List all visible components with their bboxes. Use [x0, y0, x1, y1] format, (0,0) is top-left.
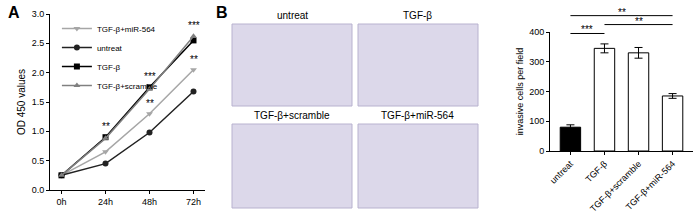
svg-text:TGF-β: TGF-β: [583, 159, 609, 185]
svg-text:**: **: [618, 7, 626, 18]
svg-text:TGF-β+miR-564: TGF-β+miR-564: [381, 110, 454, 121]
svg-text:A: A: [8, 4, 20, 21]
svg-text:300: 300: [529, 57, 544, 67]
svg-text:untreat: untreat: [548, 158, 575, 185]
svg-text:OD 450 values: OD 450 values: [16, 69, 27, 135]
svg-text:TGF-β: TGF-β: [403, 10, 432, 21]
svg-text:***: ***: [581, 24, 593, 35]
svg-text:B: B: [216, 4, 228, 21]
svg-text:invasive cells per field: invasive cells per field: [515, 48, 525, 136]
svg-text:400: 400: [529, 27, 544, 37]
svg-text:**: **: [190, 54, 198, 65]
svg-text:TGF-β+scramble: TGF-β+scramble: [97, 82, 158, 91]
svg-text:TGF-β+miR-564: TGF-β+miR-564: [624, 159, 677, 212]
svg-text:***: ***: [188, 20, 200, 31]
svg-text:0.5: 0.5: [32, 156, 45, 166]
svg-text:0.0: 0.0: [32, 185, 45, 195]
svg-text:100: 100: [529, 116, 544, 126]
svg-text:untreat: untreat: [277, 10, 308, 21]
svg-text:200: 200: [529, 87, 544, 97]
svg-text:TGF-β+scramble: TGF-β+scramble: [254, 110, 330, 121]
svg-text:48h: 48h: [142, 197, 157, 207]
svg-text:**: **: [102, 121, 110, 132]
svg-text:24h: 24h: [98, 197, 113, 207]
svg-text:0h: 0h: [56, 197, 66, 207]
svg-text:TGF-β+miR-564: TGF-β+miR-564: [97, 25, 156, 34]
svg-text:TGF-β+scramble: TGF-β+scramble: [588, 159, 643, 214]
svg-text:2.5: 2.5: [32, 38, 45, 48]
svg-text:TGF-β: TGF-β: [97, 63, 121, 72]
svg-text:72h: 72h: [186, 197, 201, 207]
svg-text:**: **: [146, 98, 154, 109]
svg-text:2.0: 2.0: [32, 68, 45, 78]
svg-text:1.5: 1.5: [32, 97, 45, 107]
svg-text:1.0: 1.0: [32, 126, 45, 136]
svg-text:**: **: [635, 16, 643, 27]
svg-text:untreat: untreat: [97, 44, 123, 53]
svg-text:***: ***: [144, 71, 156, 82]
svg-text:0: 0: [539, 146, 544, 156]
svg-text:3.0: 3.0: [32, 9, 45, 19]
